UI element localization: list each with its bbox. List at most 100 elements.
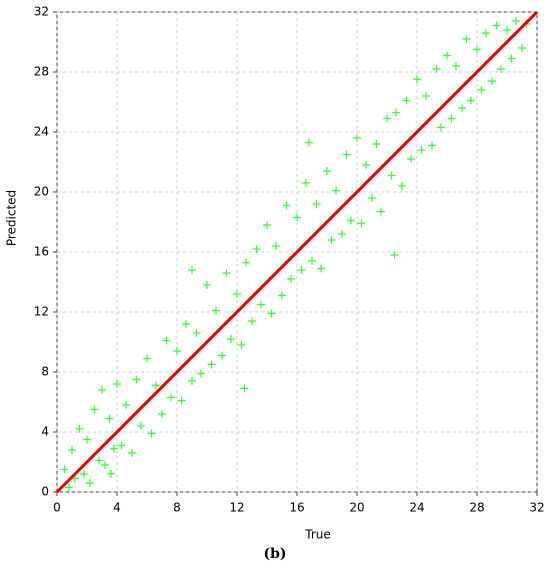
y-tick-label: 0 (41, 485, 49, 499)
point (353, 134, 361, 142)
point (323, 167, 331, 175)
point (518, 44, 526, 52)
point (86, 479, 94, 487)
point (203, 281, 211, 289)
y-tick-label: 24 (34, 125, 49, 139)
point (107, 470, 115, 478)
point (192, 329, 201, 337)
point (417, 146, 426, 154)
x-tick-label: 20 (349, 501, 364, 515)
point (452, 62, 460, 70)
point (227, 335, 235, 343)
y-tick-label: 12 (34, 305, 49, 319)
point (437, 123, 445, 132)
point (482, 29, 490, 37)
x-tick-label: 32 (529, 501, 544, 515)
y-tick-label: 4 (41, 425, 49, 439)
point (488, 77, 496, 85)
point (242, 258, 250, 267)
y-tick-label: 32 (34, 5, 49, 19)
y-tick-label: 28 (34, 65, 49, 79)
y-tick-label: 16 (34, 245, 49, 259)
x-tick-label: 8 (173, 501, 181, 515)
point (128, 449, 136, 457)
point (377, 207, 385, 216)
point (173, 347, 181, 355)
point (477, 86, 486, 94)
point (110, 444, 118, 453)
point (252, 245, 261, 253)
point (68, 446, 76, 454)
point (458, 104, 466, 112)
point (267, 309, 276, 318)
point (257, 300, 265, 309)
point (212, 306, 220, 315)
point (383, 114, 391, 123)
point (132, 375, 141, 384)
point (122, 401, 130, 409)
point (95, 456, 103, 465)
point (167, 393, 175, 402)
point (137, 422, 145, 430)
point (177, 396, 186, 405)
point (473, 45, 481, 54)
x-tick-label: 28 (469, 501, 484, 515)
point (105, 414, 114, 423)
point (462, 35, 471, 43)
point (147, 429, 156, 438)
point (497, 65, 505, 73)
point (60, 465, 69, 474)
point (143, 354, 151, 363)
point (347, 216, 355, 225)
point (402, 96, 411, 105)
point (357, 219, 366, 228)
point (512, 17, 520, 25)
y-axis-label: Predicted (5, 190, 19, 246)
x-tick-label: 16 (289, 501, 304, 515)
point (467, 96, 475, 105)
point (188, 377, 196, 385)
point (305, 138, 313, 147)
point (390, 251, 399, 259)
point (75, 425, 84, 433)
point (398, 182, 406, 190)
point (117, 441, 126, 450)
point (392, 108, 400, 117)
point (507, 54, 516, 63)
point (158, 410, 166, 418)
point (152, 381, 160, 390)
point (428, 141, 436, 150)
point (342, 150, 351, 159)
point (282, 201, 291, 210)
point (98, 386, 106, 394)
point (101, 461, 109, 469)
x-tick-label: 0 (53, 501, 61, 515)
point (113, 380, 121, 388)
point (248, 317, 256, 325)
point (302, 179, 310, 187)
point (287, 275, 295, 283)
point (503, 26, 511, 34)
point (207, 360, 216, 369)
x-axis-label: True (304, 528, 331, 542)
point (237, 341, 246, 349)
point (80, 470, 88, 478)
point (308, 257, 316, 265)
point (447, 114, 456, 123)
x-tick-label: 4 (113, 501, 121, 515)
point (83, 435, 91, 444)
point (422, 92, 430, 100)
point (297, 266, 306, 274)
point (240, 384, 249, 393)
point (362, 161, 370, 169)
point (263, 221, 271, 229)
point (443, 51, 451, 60)
point (332, 186, 340, 195)
point (387, 171, 396, 180)
point (197, 369, 205, 378)
point (90, 405, 99, 414)
point (407, 155, 415, 163)
y-tick-label: 20 (34, 185, 49, 199)
point (432, 65, 441, 73)
point (327, 236, 336, 244)
